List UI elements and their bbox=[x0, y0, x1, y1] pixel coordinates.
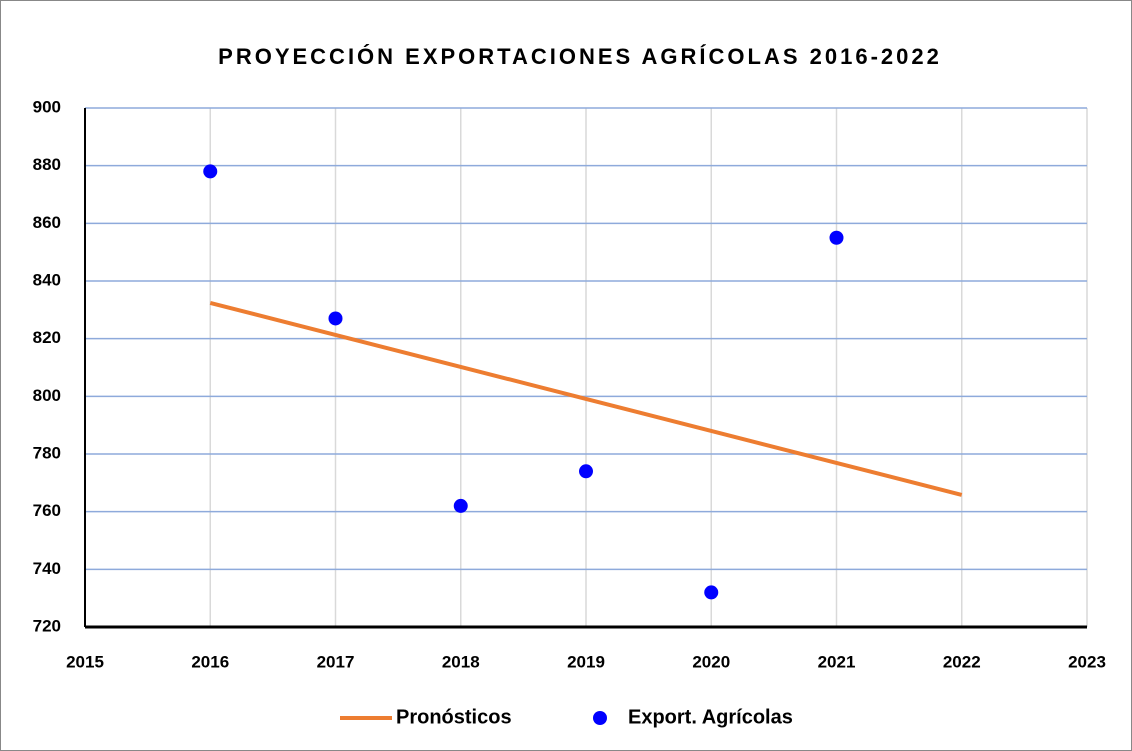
chart-title: PROYECCIÓN EXPORTACIONES AGRÍCOLAS 2016-… bbox=[218, 44, 942, 69]
y-tick-label: 880 bbox=[33, 155, 61, 174]
scatter-point bbox=[328, 311, 343, 326]
legend-label: Export. Agrícolas bbox=[628, 706, 793, 728]
y-tick-label: 720 bbox=[33, 616, 61, 635]
y-tick-label: 780 bbox=[33, 443, 61, 462]
legend-swatch bbox=[593, 711, 607, 725]
scatter-point bbox=[704, 585, 719, 600]
scatter-point bbox=[579, 464, 593, 479]
y-tick-label: 860 bbox=[33, 213, 61, 232]
scatter-point bbox=[453, 498, 468, 513]
x-tick-label: 2020 bbox=[692, 652, 730, 671]
x-tick-label: 2019 bbox=[567, 652, 605, 671]
trend-line bbox=[209, 300, 963, 497]
legend-label: Pronósticos bbox=[396, 706, 512, 728]
y-tick-label: 800 bbox=[33, 386, 61, 405]
x-tick-label: 2022 bbox=[943, 652, 981, 671]
y-tick-label: 900 bbox=[33, 97, 61, 116]
y-tick-label: 840 bbox=[33, 270, 61, 289]
y-tick-label: 740 bbox=[33, 559, 61, 578]
x-tick-label: 2023 bbox=[1068, 652, 1106, 671]
y-tick-label: 760 bbox=[33, 501, 61, 520]
y-tick-label: 820 bbox=[33, 328, 61, 347]
scatter-point bbox=[829, 230, 844, 245]
x-tick-label: 2021 bbox=[818, 652, 856, 671]
scatter-point bbox=[203, 164, 218, 179]
x-tick-label: 2015 bbox=[66, 652, 104, 671]
x-tick-label: 2018 bbox=[442, 652, 480, 671]
x-tick-label: 2017 bbox=[317, 652, 355, 671]
x-tick-label: 2016 bbox=[191, 652, 229, 671]
